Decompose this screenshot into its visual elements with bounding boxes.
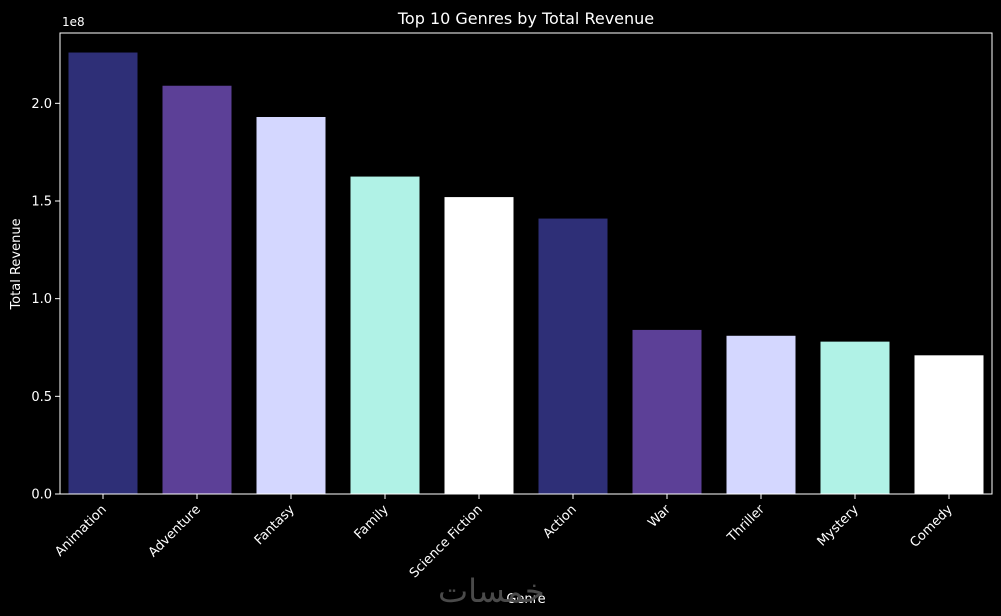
y-axis-label: Total Revenue bbox=[9, 218, 24, 310]
bar-animation bbox=[68, 52, 138, 494]
watermark-logo: خمسات bbox=[438, 572, 545, 610]
bar-science-fiction bbox=[444, 197, 514, 494]
x-tick-label: Mystery bbox=[815, 502, 862, 549]
x-tick-label: Comedy bbox=[907, 502, 956, 551]
y-tick-label: 1.5 bbox=[31, 194, 52, 209]
x-tick-label: Fantasy bbox=[252, 502, 298, 548]
x-tick-label: Thriller bbox=[724, 502, 768, 546]
y-tick-label: 1.0 bbox=[31, 292, 52, 307]
y-offset-label: 1e8 bbox=[62, 15, 85, 29]
bar-fantasy bbox=[256, 116, 326, 495]
x-tick-label: War bbox=[645, 502, 674, 531]
x-tick-label: Action bbox=[540, 502, 579, 541]
x-tick-label: Animation bbox=[52, 502, 109, 559]
y-tick-label: 0.0 bbox=[31, 488, 52, 503]
plot-frame bbox=[59, 32, 993, 495]
x-tick-label: Adventure bbox=[146, 502, 204, 560]
bar-mystery bbox=[820, 341, 890, 494]
x-axis-label: Genre bbox=[506, 592, 545, 607]
bar-action bbox=[538, 218, 608, 495]
x-tick-label: Family bbox=[352, 502, 392, 542]
chart-title: Top 10 Genres by Total Revenue bbox=[397, 9, 654, 28]
bar-family bbox=[350, 176, 420, 494]
x-tick-label: Science Fiction bbox=[407, 502, 486, 581]
y-tick-label: 2.0 bbox=[31, 97, 52, 112]
bar-comedy bbox=[914, 355, 984, 494]
y-tick-label: 0.5 bbox=[31, 390, 52, 405]
bar-war bbox=[632, 329, 702, 494]
bar-adventure bbox=[162, 85, 232, 495]
bar-thriller bbox=[726, 335, 796, 494]
